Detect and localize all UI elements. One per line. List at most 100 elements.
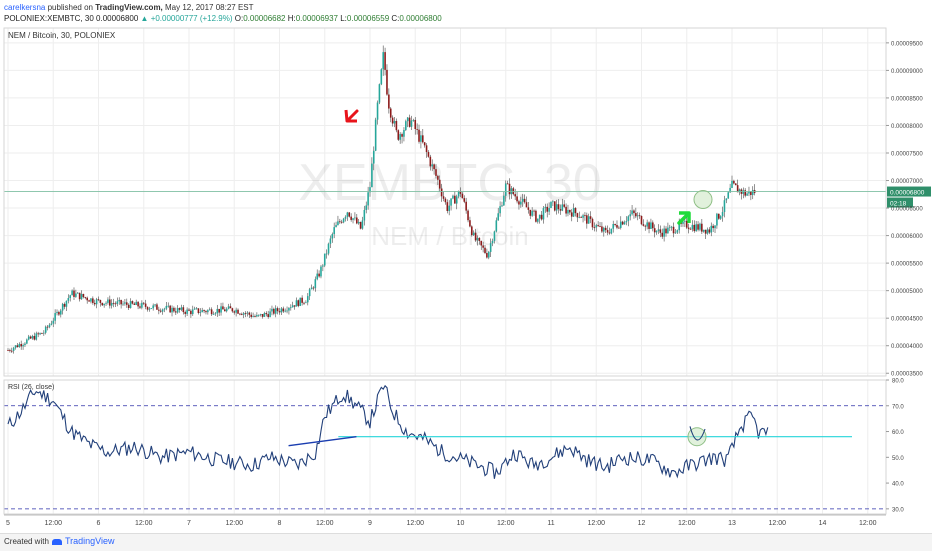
candle-body xyxy=(567,209,569,214)
candle-body xyxy=(734,183,737,186)
candle-body xyxy=(729,187,731,193)
candle-body xyxy=(176,308,179,313)
time-tick-label: 12:00 xyxy=(678,520,696,527)
price-tick-label: 0.00009500 xyxy=(891,41,923,47)
low-value: 0.00006559 xyxy=(346,14,390,23)
candle-body xyxy=(361,220,364,229)
candle-body xyxy=(599,226,601,227)
candle-body xyxy=(52,320,55,324)
candle-body xyxy=(191,309,194,315)
candle-body xyxy=(514,194,516,197)
candle-body xyxy=(401,134,403,137)
site-name[interactable]: TradingView.com, xyxy=(95,3,163,12)
candle-body xyxy=(259,314,262,315)
candle-body xyxy=(18,344,21,348)
rsi-tick-label: 60.0 xyxy=(892,430,904,436)
open-label: O: xyxy=(234,14,244,23)
candle-body xyxy=(267,314,269,318)
candle-body xyxy=(339,221,341,223)
candle-body xyxy=(291,305,294,308)
candle-body xyxy=(359,221,362,229)
candle-body xyxy=(205,311,207,313)
candle-body xyxy=(90,298,92,302)
candle-body xyxy=(474,232,477,241)
candle-body xyxy=(171,307,173,313)
candle-body xyxy=(736,185,739,193)
candle-body xyxy=(269,311,271,318)
candle-body xyxy=(208,309,211,311)
candle-body xyxy=(527,207,530,210)
candle-body xyxy=(16,345,19,348)
candle-body xyxy=(240,313,243,315)
candle-body xyxy=(323,253,326,266)
candle-body xyxy=(712,225,714,229)
candle-body xyxy=(623,222,626,225)
candle-body xyxy=(501,205,503,207)
author-link[interactable]: carelkersna xyxy=(4,3,46,12)
candle-body xyxy=(110,302,113,306)
candle-body xyxy=(156,304,158,310)
time-tick-label: 9 xyxy=(368,520,372,527)
candle-body xyxy=(714,225,716,229)
candle-body xyxy=(746,193,748,196)
candle-body xyxy=(58,311,60,315)
candle-body xyxy=(201,310,203,313)
candle-body xyxy=(367,192,369,206)
candle-body xyxy=(380,69,383,85)
candle-body xyxy=(518,201,520,205)
open-value: 0.00006682 xyxy=(243,14,286,23)
candle-body xyxy=(535,210,537,222)
candle-body xyxy=(41,333,43,334)
candle-body xyxy=(565,206,567,214)
candle-body xyxy=(131,301,134,304)
candle-body xyxy=(248,312,251,315)
candle-body xyxy=(142,302,145,304)
candle-body xyxy=(325,253,328,255)
candle-body xyxy=(256,315,258,317)
candle-body xyxy=(254,316,256,317)
candle-body xyxy=(486,253,488,258)
candle-body xyxy=(685,220,688,228)
time-tick-label: 12:00 xyxy=(587,520,605,527)
candle-body xyxy=(716,213,718,226)
grid-lines xyxy=(4,28,886,514)
candle-body xyxy=(188,309,190,311)
brand-name: TradingView xyxy=(65,536,115,546)
candle-body xyxy=(207,310,209,313)
candle-body xyxy=(186,309,188,314)
candle-body xyxy=(167,305,170,307)
main-legend[interactable]: NEM / Bitcoin, 30, POLONIEX xyxy=(8,31,116,40)
candle-body xyxy=(597,225,599,227)
candle-body xyxy=(159,310,162,312)
candle-body xyxy=(109,299,111,306)
price-change: ▲ +0.00000777 (+12.9%) xyxy=(140,14,233,23)
candle-body xyxy=(576,213,579,218)
candle-body xyxy=(163,308,166,310)
candle-body xyxy=(433,164,435,170)
candle-body xyxy=(399,134,401,140)
candle-body xyxy=(454,195,456,204)
candle-body xyxy=(499,206,501,214)
candle-body xyxy=(384,52,386,70)
candle-body xyxy=(584,215,586,217)
candle-body xyxy=(10,350,13,352)
candle-body xyxy=(318,273,320,277)
tradingview-logo[interactable]: TradingView xyxy=(52,536,115,546)
rsi-legend[interactable]: RSI (26, close) xyxy=(8,384,54,391)
candle-body xyxy=(642,224,645,226)
candle-body xyxy=(274,308,277,314)
candle-body xyxy=(388,94,390,109)
candle-body xyxy=(478,237,481,241)
candle-body xyxy=(173,307,175,312)
candle-body xyxy=(719,216,722,219)
candle-body xyxy=(672,226,675,234)
candle-body xyxy=(593,227,596,229)
candle-body xyxy=(99,300,102,303)
candle-body xyxy=(9,350,11,351)
candle-body xyxy=(290,307,292,309)
candle-body xyxy=(26,339,28,344)
candle-body xyxy=(216,308,219,314)
chart-canvas[interactable]: XEMBTC, 30 NEM / Bitcoin 0.00006800 02:18… xyxy=(0,0,932,533)
candle-body xyxy=(582,215,584,218)
rsi-tick-label: 80.0 xyxy=(892,379,904,385)
